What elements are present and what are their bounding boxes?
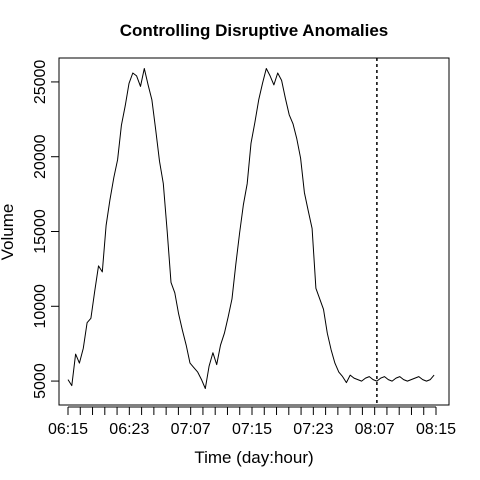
x-axis-label: Time (day:hour): [194, 448, 313, 467]
x-tick-label: 08:07: [355, 421, 395, 438]
x-tick-label: 07:15: [232, 421, 272, 438]
x-tick-label: 06:23: [109, 421, 149, 438]
x-tick-label: 07:23: [293, 421, 333, 438]
series-line: [67, 68, 435, 389]
y-axis: 5000 10000 15000 20000 25000: [32, 60, 59, 399]
y-tick-label: 15000: [32, 209, 49, 254]
x-tick-label: 08:15: [416, 421, 456, 438]
y-axis-label: Volume: [0, 204, 17, 261]
y-tick-label: 25000: [32, 60, 49, 105]
y-tick-label: 5000: [32, 363, 49, 399]
chart-title: Controlling Disruptive Anomalies: [120, 21, 389, 40]
y-tick-label: 10000: [32, 284, 49, 329]
x-axis: 06:15 06:23 07:07 07:15 07:23 08:07 08:15: [48, 406, 456, 438]
x-tick-label: 06:15: [48, 421, 88, 438]
x-tick-label: 07:07: [171, 421, 211, 438]
plot-frame: [58, 57, 450, 406]
y-tick-label: 20000: [32, 134, 49, 179]
